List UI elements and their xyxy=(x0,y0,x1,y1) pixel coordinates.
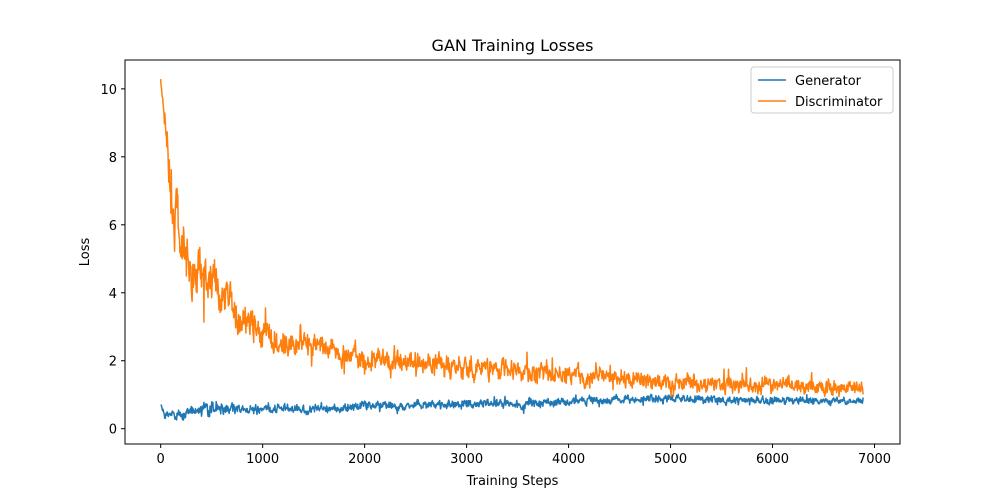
series-line-discriminator xyxy=(159,79,864,398)
series-layer xyxy=(159,79,864,421)
plot-frame xyxy=(124,59,901,445)
y-tick-label: 10 xyxy=(100,83,117,98)
x-tick-label: 5000 xyxy=(654,452,687,467)
x-tick-label: 7000 xyxy=(858,452,891,467)
legend-entry: Generator xyxy=(795,74,862,89)
y-tick-label: 2 xyxy=(109,355,117,370)
x-tick-label: 4000 xyxy=(552,452,585,467)
x-tick-label: 2000 xyxy=(348,452,381,467)
x-tick-label: 3000 xyxy=(450,452,483,467)
y-tick-label: 6 xyxy=(109,219,117,234)
y-axis: 0 2 4 6 8 10 xyxy=(100,83,125,438)
chart-title: GAN Training Losses xyxy=(432,36,594,55)
legend-box xyxy=(750,66,894,114)
x-tick-label: 1000 xyxy=(246,452,279,467)
y-axis-label: Loss xyxy=(78,238,93,267)
x-tick-label: 6000 xyxy=(756,452,789,467)
x-tick-label: 0 xyxy=(157,452,165,467)
legend: Generator Discriminator xyxy=(750,66,894,114)
y-tick-label: 4 xyxy=(109,287,117,302)
series-line-generator xyxy=(160,393,864,421)
legend-entry: Discriminator xyxy=(795,95,883,110)
x-axis-label: Training Steps xyxy=(466,474,559,489)
y-tick-label: 8 xyxy=(109,151,117,166)
x-axis: 0 1000 2000 3000 4000 5000 6000 7000 xyxy=(157,444,891,467)
y-tick-label: 0 xyxy=(109,423,117,438)
